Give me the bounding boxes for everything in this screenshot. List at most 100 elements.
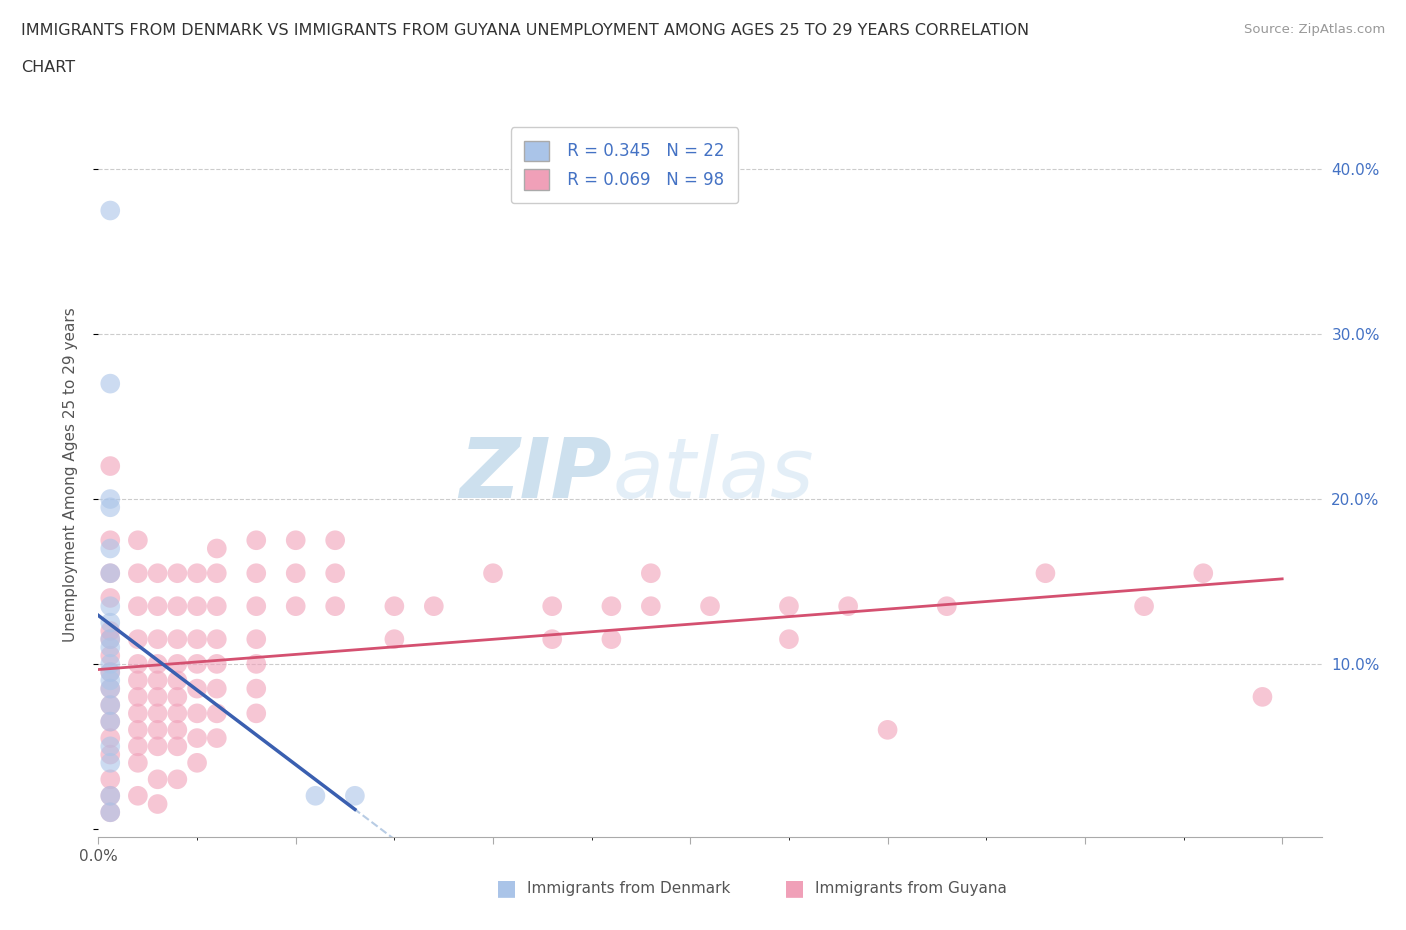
Point xyxy=(146,657,169,671)
Text: Source: ZipAtlas.com: Source: ZipAtlas.com xyxy=(1244,23,1385,36)
Point xyxy=(98,492,121,507)
Point xyxy=(1251,689,1274,704)
Point xyxy=(284,565,307,580)
Point xyxy=(699,599,721,614)
Point xyxy=(1035,565,1057,580)
Point xyxy=(127,738,149,753)
Point xyxy=(778,599,800,614)
Point xyxy=(127,565,149,580)
Point xyxy=(600,631,623,646)
Point xyxy=(127,706,149,721)
Point xyxy=(541,599,564,614)
Point xyxy=(166,738,188,753)
Text: ZIP: ZIP xyxy=(460,433,612,515)
Point xyxy=(146,797,169,812)
Point xyxy=(166,599,188,614)
Point xyxy=(98,591,121,605)
Point xyxy=(98,789,121,804)
Point xyxy=(1192,565,1215,580)
Point xyxy=(98,203,121,218)
Point xyxy=(640,599,662,614)
Point xyxy=(146,599,169,614)
Point xyxy=(98,789,121,804)
Y-axis label: Unemployment Among Ages 25 to 29 years: Unemployment Among Ages 25 to 29 years xyxy=(63,307,77,642)
Point xyxy=(205,681,228,696)
Point xyxy=(382,599,405,614)
Point xyxy=(186,755,208,770)
Point xyxy=(98,541,121,556)
Point xyxy=(98,772,121,787)
Point xyxy=(127,723,149,737)
Point xyxy=(205,657,228,671)
Point xyxy=(146,723,169,737)
Point xyxy=(837,599,859,614)
Point xyxy=(166,657,188,671)
Point xyxy=(245,599,267,614)
Point xyxy=(98,738,121,753)
Point xyxy=(166,631,188,646)
Point xyxy=(98,657,121,671)
Point xyxy=(146,631,169,646)
Text: IMMIGRANTS FROM DENMARK VS IMMIGRANTS FROM GUYANA UNEMPLOYMENT AMONG AGES 25 TO : IMMIGRANTS FROM DENMARK VS IMMIGRANTS FR… xyxy=(21,23,1029,38)
Point xyxy=(98,804,121,819)
Point xyxy=(98,673,121,688)
Point xyxy=(98,681,121,696)
Point xyxy=(166,706,188,721)
Point xyxy=(127,599,149,614)
Point xyxy=(98,640,121,655)
Point xyxy=(323,533,346,548)
Point xyxy=(304,789,326,804)
Point xyxy=(245,657,267,671)
Point xyxy=(186,681,208,696)
Point xyxy=(640,565,662,580)
Point xyxy=(146,673,169,688)
Point xyxy=(146,772,169,787)
Point xyxy=(127,673,149,688)
Point xyxy=(98,665,121,680)
Point xyxy=(127,689,149,704)
Point xyxy=(205,631,228,646)
Point xyxy=(98,599,121,614)
Point xyxy=(382,631,405,646)
Point xyxy=(98,714,121,729)
Point xyxy=(166,673,188,688)
Point xyxy=(935,599,957,614)
Point xyxy=(482,565,505,580)
Point xyxy=(98,681,121,696)
Point xyxy=(98,565,121,580)
Text: Immigrants from Denmark: Immigrants from Denmark xyxy=(527,881,731,896)
Point xyxy=(146,689,169,704)
Point xyxy=(876,723,898,737)
Point xyxy=(186,631,208,646)
Point xyxy=(127,657,149,671)
Point xyxy=(98,731,121,746)
Point xyxy=(186,599,208,614)
Point xyxy=(205,565,228,580)
Point xyxy=(98,631,121,646)
Point xyxy=(98,533,121,548)
Point xyxy=(98,747,121,762)
Text: atlas: atlas xyxy=(612,433,814,515)
Point xyxy=(98,631,121,646)
Point xyxy=(98,376,121,391)
Legend:  R = 0.345   N = 22,  R = 0.069   N = 98: R = 0.345 N = 22, R = 0.069 N = 98 xyxy=(510,127,738,203)
Point xyxy=(186,706,208,721)
Point xyxy=(245,631,267,646)
Point xyxy=(1133,599,1156,614)
Point xyxy=(98,665,121,680)
Point xyxy=(186,657,208,671)
Point xyxy=(146,738,169,753)
Point xyxy=(127,789,149,804)
Point xyxy=(186,565,208,580)
Point xyxy=(98,565,121,580)
Point xyxy=(98,458,121,473)
Point xyxy=(127,631,149,646)
Point xyxy=(98,698,121,712)
Point xyxy=(127,533,149,548)
Point xyxy=(98,698,121,712)
Point xyxy=(186,731,208,746)
Point xyxy=(600,599,623,614)
Point xyxy=(284,533,307,548)
Point xyxy=(245,565,267,580)
Text: CHART: CHART xyxy=(21,60,75,75)
